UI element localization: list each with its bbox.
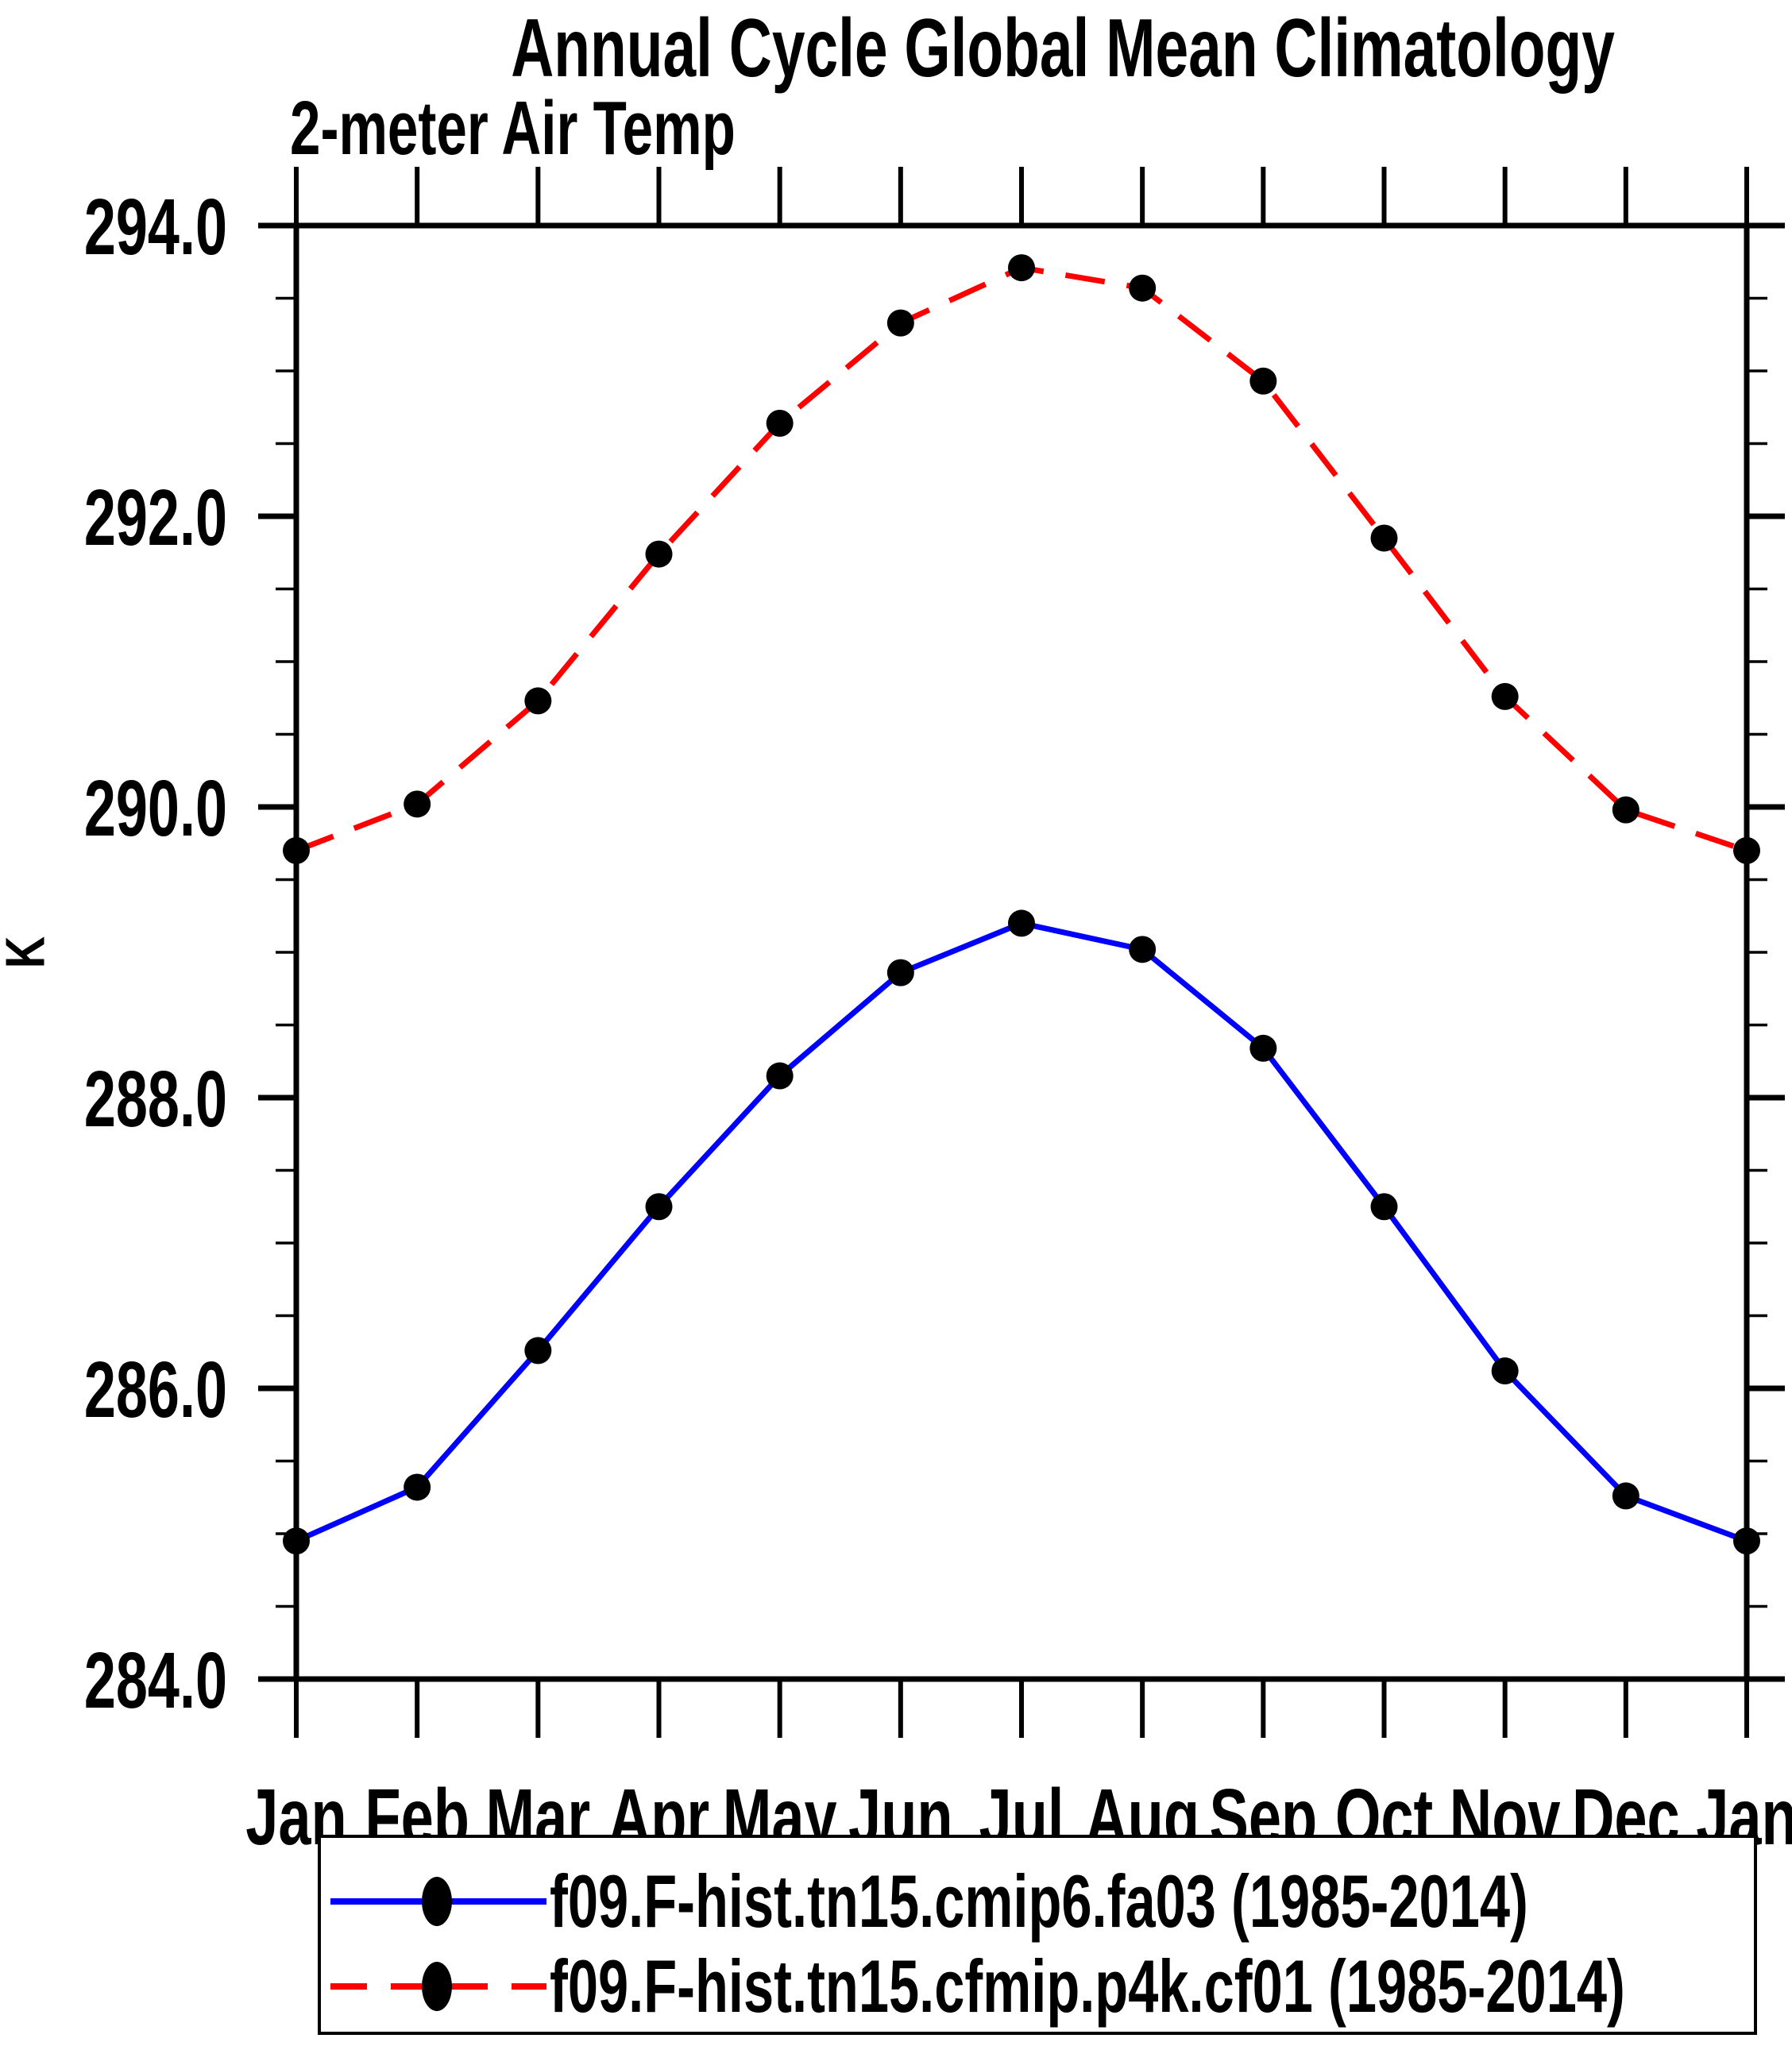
data-point-marker [1008, 254, 1035, 282]
data-point-marker [404, 1473, 431, 1501]
chart-title: Annual Cycle Global Mean Climatology [296, 5, 1747, 100]
data-point-marker [1129, 936, 1157, 963]
data-point-marker [645, 1193, 673, 1221]
y-tick-label: 292.0 [84, 473, 227, 562]
data-point-marker [524, 687, 552, 715]
legend-label-series2: f09.F-hist.tn15.cfmip.p4k.cf01 (1985-201… [550, 1944, 1625, 2028]
data-point-marker [1008, 909, 1035, 937]
data-point-marker [283, 836, 310, 864]
data-point-marker [1129, 274, 1157, 302]
data-point-marker [1491, 1357, 1519, 1385]
chart-title-text: Annual Cycle Global Mean Climatology [511, 2, 1615, 95]
plot-frame [293, 222, 1750, 1682]
data-point-marker [766, 409, 794, 437]
data-point-marker [886, 309, 914, 337]
data-point-marker [283, 1527, 310, 1555]
data-point-marker [886, 959, 914, 986]
y-tick-label: 294.0 [84, 183, 227, 271]
data-point-marker [524, 1337, 552, 1365]
chart-subtitle-text: 2-meter Air Temp [290, 86, 736, 171]
y-tick-label: 290.0 [84, 764, 227, 852]
y-tick-label: 284.0 [84, 1636, 227, 1724]
data-point-marker [645, 540, 673, 568]
y-tick-label: 288.0 [84, 1055, 227, 1143]
data-point-marker [1249, 1034, 1277, 1062]
series-line-dashed [295, 264, 1748, 854]
data-point-marker [1249, 367, 1277, 395]
y-tick-label: 286.0 [84, 1345, 227, 1434]
data-point-marker [1370, 524, 1398, 552]
series-line-solid [295, 920, 1748, 1544]
data-point-marker [1612, 796, 1639, 824]
chart-subtitle: 2-meter Air Temp [290, 87, 909, 175]
legend-line-solid-icon [330, 1877, 546, 1926]
legend: f09.F-hist.tn15.cmip6.fa03 (1985-2014) f… [318, 1835, 1757, 2035]
legend-line-dashed-icon [330, 1962, 546, 2011]
data-point-marker [404, 790, 431, 818]
data-point-marker [1491, 682, 1519, 710]
data-point-marker [1733, 1527, 1760, 1555]
data-point-marker [1733, 836, 1760, 864]
data-point-marker [766, 1062, 794, 1090]
data-point-marker [1370, 1193, 1398, 1221]
legend-label-series1: f09.F-hist.tn15.cmip6.fa03 (1985-2014) [550, 1859, 1528, 1943]
data-point-marker [1612, 1482, 1639, 1510]
